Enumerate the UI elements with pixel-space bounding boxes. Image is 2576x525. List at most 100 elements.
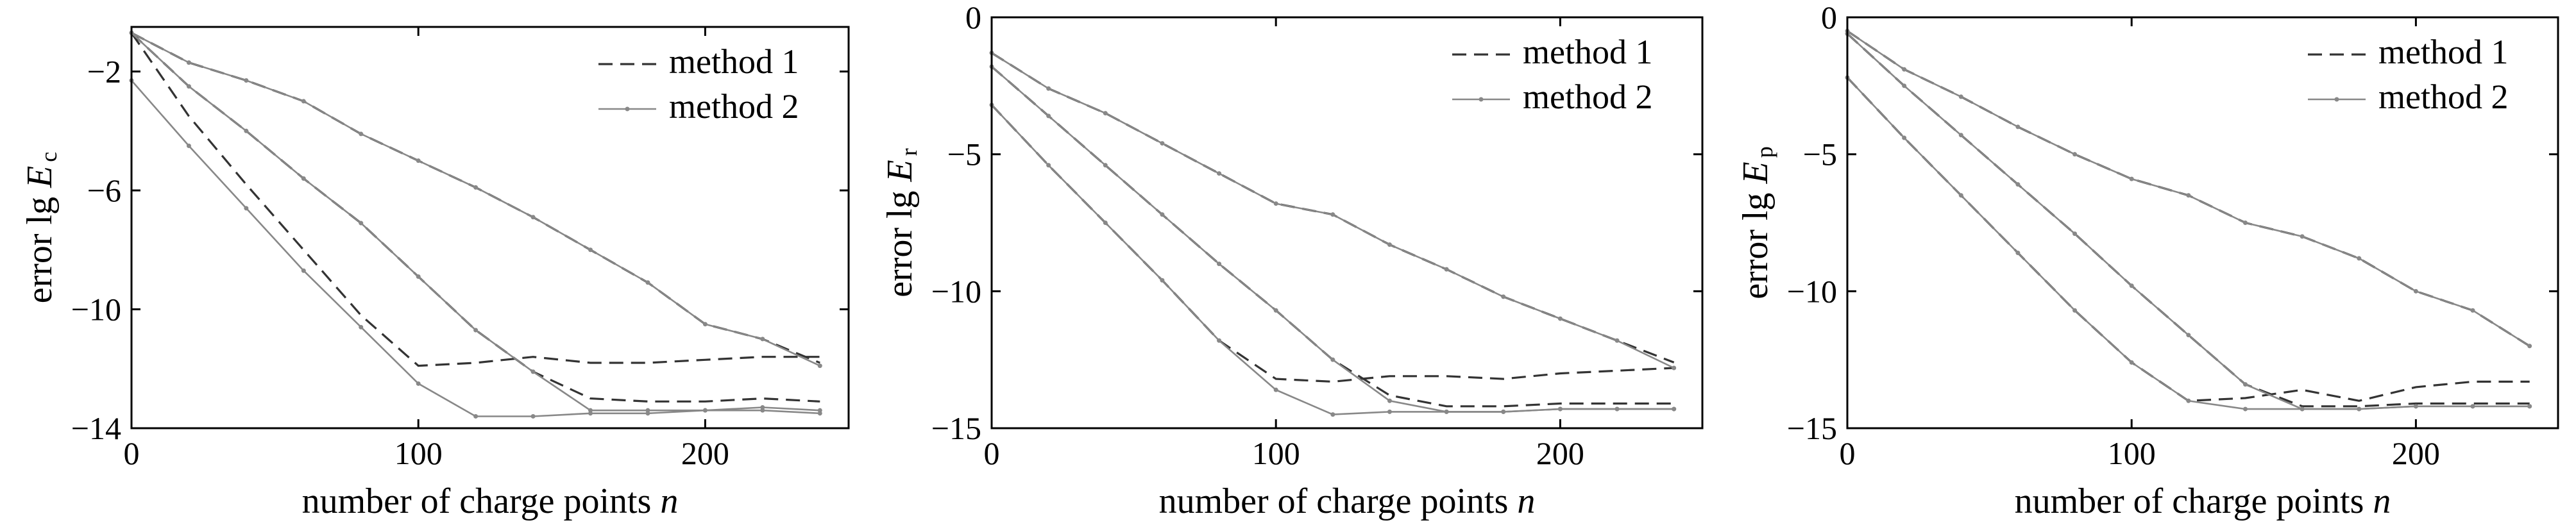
series-point-2-6-2 (1046, 86, 1051, 91)
x-tick-label: 200 (681, 435, 729, 471)
series-point-3-6-12 (2470, 308, 2475, 313)
series-point-2-5-8 (1387, 398, 1392, 403)
series-point-1-6-11 (702, 322, 708, 327)
series-point-1-5-12 (760, 405, 765, 410)
x-tick-label: 100 (394, 435, 443, 471)
x-axis-label: number of charge points n (2015, 481, 2391, 521)
series-point-2-5-12 (1614, 406, 1620, 412)
legend-marker-method-2 (1479, 97, 1484, 102)
x-tick-label: 0 (984, 435, 1000, 471)
series-point-3-6-6 (2129, 176, 2134, 181)
series-point-1-6-7 (473, 185, 479, 190)
legend-label-method-2: method 2 (669, 87, 799, 126)
series-line-2-1 (990, 104, 1674, 383)
x-tick-label: 100 (1252, 435, 1300, 471)
series-point-3-6-11 (2413, 288, 2418, 294)
series-point-3-5-3 (1958, 133, 1963, 138)
series-point-2-4-8 (1387, 409, 1392, 414)
y-tick-label: −10 (931, 273, 981, 309)
y-tick-label: 0 (1821, 0, 1837, 35)
series-point-2-5-2 (1046, 113, 1051, 119)
series-point-1-6-6 (416, 158, 421, 163)
y-tick-label: −15 (931, 410, 981, 446)
series-point-1-4-8 (530, 413, 536, 419)
series-point-3-5-8 (2242, 382, 2248, 387)
series-point-2-6-11 (1557, 316, 1563, 321)
series-point-1-4-7 (473, 413, 479, 419)
series-line-3-2 (1846, 33, 2530, 408)
series-point-1-4-4 (301, 268, 306, 273)
series-point-2-4-2 (1046, 163, 1051, 168)
legend-label-method-1: method 1 (2378, 33, 2508, 71)
series-line-1-6 (131, 32, 820, 367)
series-point-3-4-6 (2129, 360, 2134, 365)
series-point-2-6-6 (1273, 201, 1278, 206)
series-point-1-5-2 (186, 84, 191, 89)
legend-label-method-2: method 2 (2378, 78, 2508, 116)
series-point-1-5-9 (588, 408, 593, 413)
series-line-1-2 (130, 32, 820, 403)
series-line-1-3 (131, 31, 820, 364)
series-line-3-4 (1847, 77, 2530, 410)
series-point-1-6-12 (760, 337, 765, 342)
legend: method 1 method 2 (1452, 33, 1652, 116)
y-tick-label: −2 (87, 54, 121, 90)
series-point-3-4-8 (2242, 406, 2248, 412)
series-point-2-6-13 (1672, 365, 1677, 371)
y-tick-label: −10 (1787, 273, 1837, 309)
series-point-2-5-5 (1217, 262, 1222, 267)
series-point-1-5-7 (473, 328, 479, 333)
x-tick-label: 0 (124, 435, 140, 471)
y-axis-label: error lg Er (880, 148, 922, 297)
series-point-1-5-13 (817, 408, 822, 413)
series-point-3-5-4 (2015, 182, 2021, 187)
series-point-2-5-6 (1273, 308, 1278, 313)
series-point-2-6-7 (1330, 212, 1335, 217)
y-tick-label: −14 (71, 410, 121, 446)
axes-frame (1846, 16, 2559, 429)
series-point-1-4-5 (359, 324, 364, 329)
series-point-2-4-4 (1160, 278, 1165, 283)
series-point-2-6-8 (1387, 242, 1392, 247)
series-point-2-6-10 (1501, 294, 1506, 299)
series-point-1-6-8 (530, 215, 536, 220)
series-point-2-6-12 (1614, 338, 1620, 343)
y-tick-label: −5 (1803, 137, 1837, 172)
series-point-2-4-5 (1217, 338, 1222, 343)
series-point-3-6-5 (2072, 152, 2078, 157)
series-point-3-5-9 (2300, 406, 2305, 412)
series-point-2-6-3 (1103, 111, 1108, 116)
series-point-3-6-8 (2242, 221, 2248, 225)
series-point-2-5-11 (1557, 406, 1563, 412)
series-point-3-5-11 (2413, 404, 2418, 409)
series-point-2-6-5 (1217, 171, 1222, 176)
series-point-1-4-6 (416, 381, 421, 386)
series-point-3-4-2 (1902, 135, 1907, 140)
series-line-2-4 (991, 104, 1674, 415)
legend-label-method-1: method 1 (669, 42, 799, 81)
series-point-3-6-10 (2357, 256, 2362, 261)
series-point-3-5-6 (2129, 283, 2134, 288)
series-point-3-5-12 (2470, 404, 2475, 409)
series-point-3-5-7 (2186, 333, 2191, 338)
x-tick-label: 0 (1840, 435, 1856, 471)
y-tick-label: 0 (965, 0, 981, 35)
legend: method 1 method 2 (598, 42, 799, 126)
axes-frame (130, 26, 850, 429)
series-point-1-5-3 (244, 128, 249, 133)
series-line-1-1 (130, 32, 820, 367)
series-point-3-6-2 (1902, 67, 1907, 72)
series-point-3-4-3 (1958, 193, 1963, 198)
series-point-2-5-7 (1330, 357, 1335, 362)
series-point-2-6-9 (1444, 267, 1449, 272)
series-point-3-5-2 (1902, 83, 1907, 88)
series-point-2-5-10 (1501, 409, 1506, 414)
series-point-2-4-7 (1330, 412, 1335, 417)
chart-panel-2: 0 100 200 0 −5 −10 −15 number of charge points … (880, 0, 1704, 521)
series-point-3-5-5 (2072, 231, 2078, 237)
series-line-2-2 (990, 65, 1674, 408)
series-line-1-4 (131, 79, 820, 417)
y-axis-label: error lg Ep (1736, 146, 1777, 299)
chart-panel-1: 0 100 200 −2 −6 −10 −14 number of charge points… (20, 26, 850, 521)
